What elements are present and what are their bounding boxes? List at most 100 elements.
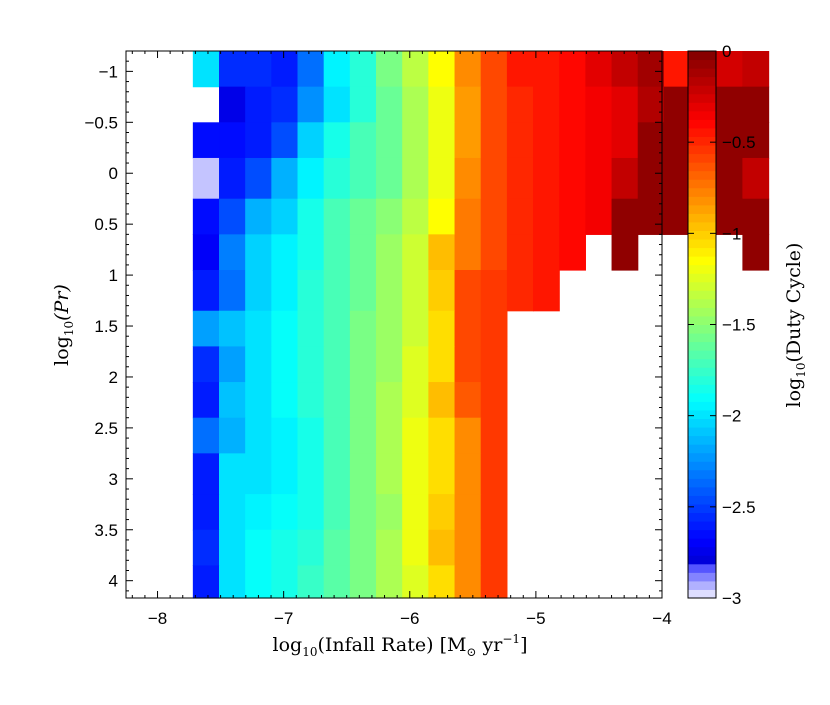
- heatmap-cell: [192, 529, 220, 566]
- colorbar-band: [688, 418, 716, 428]
- colorbar-tick-label: −1.5: [722, 316, 756, 335]
- heatmap-cell: [402, 382, 429, 419]
- heatmap-cell: [349, 494, 377, 531]
- heatmap-cell: [480, 234, 508, 271]
- heatmap-cell: [323, 310, 351, 347]
- heatmap-cell: [402, 453, 429, 495]
- colorbar-band: [688, 110, 716, 120]
- colorbar-band: [688, 256, 716, 266]
- heatmap-cell: [559, 86, 586, 123]
- colorbar-band: [688, 521, 716, 531]
- heatmap-cell: [323, 565, 351, 599]
- heatmap-cell: [663, 51, 691, 88]
- heatmap-cell: [219, 86, 246, 123]
- colorbar-band: [688, 162, 716, 172]
- heatmap-cell: [663, 198, 691, 235]
- colorbar-band: [688, 153, 716, 163]
- y-tick-label: −0.5: [84, 113, 118, 132]
- heatmap-cell: [637, 157, 665, 200]
- heatmap-cell: [323, 346, 351, 383]
- y-tick-label: 2: [109, 368, 118, 387]
- colorbar-band: [688, 512, 716, 522]
- heatmap-cell: [716, 51, 743, 88]
- heatmap-cell: [428, 122, 456, 159]
- heatmap-cell: [376, 86, 403, 123]
- heatmap-cell: [349, 453, 377, 495]
- heatmap-cell: [402, 417, 429, 454]
- heatmap-cell: [663, 86, 691, 123]
- y-tick-label: 1: [109, 266, 118, 285]
- heatmap-cell: [376, 122, 403, 159]
- colorbar-band: [688, 563, 716, 573]
- heatmap-cell: [245, 565, 272, 599]
- heatmap-cell: [454, 494, 482, 531]
- colorbar-band: [688, 51, 716, 61]
- heatmap-cell: [585, 198, 613, 235]
- heatmap-cell: [349, 234, 377, 271]
- colorbar-band: [688, 384, 716, 394]
- heatmap-cell: [402, 234, 429, 271]
- heatmap-cell: [480, 529, 508, 566]
- heatmap-cell: [611, 122, 639, 159]
- heatmap-cell: [402, 529, 429, 566]
- colorbar-band: [688, 119, 716, 129]
- colorbar-band: [688, 196, 716, 206]
- heatmap-cell: [219, 157, 246, 200]
- heatmap-cell: [480, 565, 508, 599]
- heatmap-cell: [323, 494, 351, 531]
- heatmap-cell: [192, 453, 220, 495]
- y-axis-label: log10(Pr): [51, 284, 76, 366]
- heatmap-cell: [480, 86, 508, 123]
- heatmap-cell: [192, 51, 220, 88]
- heatmap-cell: [192, 198, 220, 235]
- heatmap-cell: [349, 122, 377, 159]
- heatmap-cell: [533, 51, 560, 88]
- heatmap-cell: [349, 157, 377, 200]
- heatmap-cell: [245, 417, 272, 454]
- colorbar-band: [688, 401, 716, 411]
- colorbar-band: [688, 204, 716, 214]
- heatmap-cell: [323, 382, 351, 419]
- heatmap-cell: [219, 494, 246, 531]
- heatmap-cell: [506, 198, 534, 235]
- colorbar-band: [688, 427, 716, 437]
- heatmap-cell: [611, 198, 639, 235]
- heatmap-cell: [271, 529, 299, 566]
- heatmap-cell: [245, 86, 272, 123]
- heatmap-cell: [245, 453, 272, 495]
- heatmap-cell: [219, 453, 246, 495]
- heatmap-cell: [480, 122, 508, 159]
- heatmap-cell: [271, 270, 299, 312]
- heatmap-cell: [271, 417, 299, 454]
- colorbar-band: [688, 170, 716, 180]
- heatmap-cell: [533, 122, 560, 159]
- heatmap-cell: [454, 417, 482, 454]
- heatmap-cell: [323, 234, 351, 271]
- heatmap-cell: [506, 270, 534, 312]
- heatmap-cell: [454, 270, 482, 312]
- heatmap-cell: [297, 417, 325, 454]
- heatmap-cell: [585, 86, 613, 123]
- heatmap-cell: [219, 122, 246, 159]
- y-axis-ticks: −1 −0.5 0 0.5 1 1.5 2 2.5 3 3.5 4: [84, 60, 662, 592]
- heatmap-cell: [245, 382, 272, 419]
- y-tick-label: 3: [109, 470, 118, 489]
- heatmap-cell: [428, 86, 456, 123]
- heatmap-cell: [376, 310, 403, 347]
- colorbar-band: [688, 179, 716, 189]
- heatmap-cell: [219, 198, 246, 235]
- heatmap-cell: [533, 86, 560, 123]
- colorbar-band: [688, 187, 716, 197]
- colorbar-band: [688, 307, 716, 317]
- heatmap-cell: [742, 86, 770, 123]
- heatmap-cell: [454, 565, 482, 599]
- heatmap-cell: [297, 529, 325, 566]
- heatmap-cell: [480, 310, 508, 347]
- heatmap-cell: [402, 310, 429, 347]
- heatmap-cell: [219, 417, 246, 454]
- heatmap-cell: [271, 565, 299, 599]
- heatmap-cell: [323, 417, 351, 454]
- heatmap-cell: [506, 234, 534, 271]
- colorbar-band: [688, 478, 716, 488]
- heatmap-cell: [245, 494, 272, 531]
